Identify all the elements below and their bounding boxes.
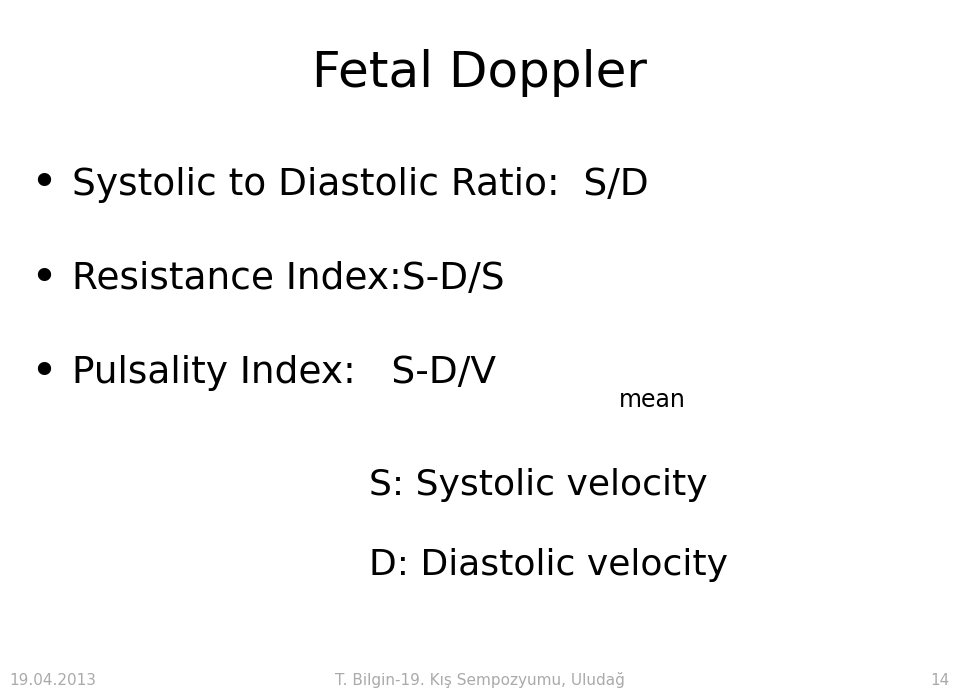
Text: T. Bilgin-19. Kış Sempozyumu, Uludağ: T. Bilgin-19. Kış Sempozyumu, Uludağ: [335, 671, 624, 688]
Text: Resistance Index:S-D/S: Resistance Index:S-D/S: [72, 261, 504, 297]
Text: Fetal Doppler: Fetal Doppler: [312, 49, 647, 97]
Text: •: •: [30, 163, 57, 207]
Text: 19.04.2013: 19.04.2013: [10, 673, 97, 688]
Text: D: Diastolic velocity: D: Diastolic velocity: [369, 549, 728, 582]
Text: •: •: [30, 257, 57, 302]
Text: Systolic to Diastolic Ratio:  S/D: Systolic to Diastolic Ratio: S/D: [72, 167, 648, 203]
Text: 14: 14: [930, 673, 949, 688]
Text: S: Systolic velocity: S: Systolic velocity: [369, 468, 708, 502]
Text: mean: mean: [619, 388, 686, 412]
Text: •: •: [30, 351, 57, 396]
Text: Pulsality Index:   S-D/V: Pulsality Index: S-D/V: [72, 355, 496, 392]
